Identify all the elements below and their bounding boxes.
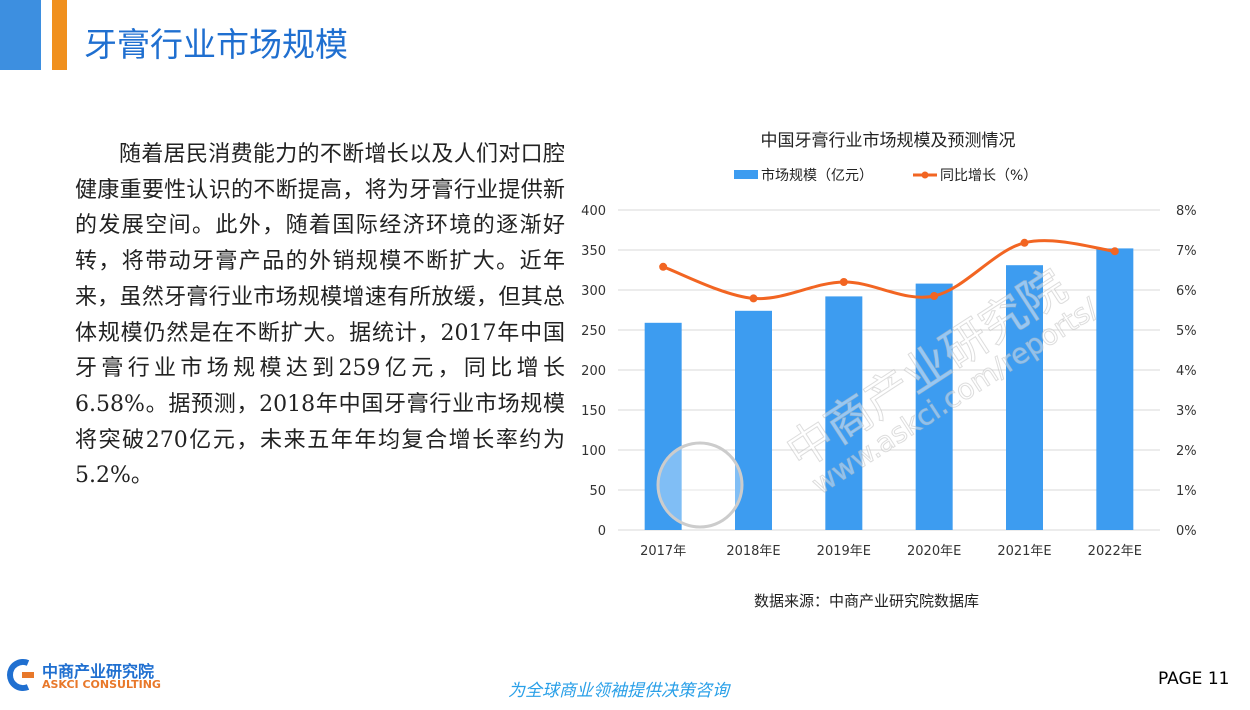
y-right-tick: 8%: [1176, 204, 1197, 219]
growth-point: [749, 294, 758, 303]
y-right-tick: 1%: [1176, 484, 1197, 499]
legend-bar-swatch: [734, 170, 758, 179]
body-paragraph: 随着居民消费能力的不断增长以及人们对口腔健康重要性认识的不断提高，将为牙膏行业提…: [75, 142, 565, 489]
data-source: 数据来源：中商产业研究院数据库: [754, 592, 980, 610]
growth-point: [1110, 247, 1119, 256]
x-tick: 2021年E: [997, 544, 1051, 559]
logo-en: ASKCI CONSULTING: [42, 678, 161, 691]
legend-line-marker: [921, 171, 929, 179]
bar: [825, 296, 863, 530]
slogan: 为全球商业领袖提供决策咨询: [508, 681, 729, 701]
y-right-tick: 3%: [1176, 404, 1197, 419]
y-left-tick: 0: [598, 524, 606, 539]
growth-point: [930, 292, 939, 300]
growth-point: [839, 278, 848, 286]
y-left-tick: 150: [581, 404, 606, 419]
y-left-tick: 200: [581, 364, 606, 379]
header-blue-block: [0, 0, 41, 70]
y-right-tick: 4%: [1176, 364, 1197, 379]
logo-icon: [7, 659, 34, 691]
x-tick: 2017年: [640, 544, 686, 559]
y-left-tick: 300: [581, 284, 606, 299]
bar: [915, 283, 953, 530]
x-tick: 2020年E: [907, 544, 961, 559]
growth-point: [1020, 238, 1029, 247]
y-left-tick: 250: [581, 324, 606, 339]
header-orange-bar: [52, 0, 67, 70]
growth-point: [659, 262, 668, 271]
y-left-tick: 100: [581, 444, 606, 459]
y-left-tick: 400: [581, 204, 606, 219]
y-right-tick: 5%: [1176, 324, 1197, 339]
legend-line-label: 同比增长（%）: [940, 168, 1037, 184]
x-tick: 2019年E: [817, 544, 871, 559]
x-tick: 2018年E: [726, 544, 780, 559]
logo-cn: 中商产业研究院: [42, 662, 155, 681]
bar: [1006, 265, 1043, 530]
page-title: 牙膏行业市场规模: [84, 25, 348, 64]
bar: [1096, 248, 1134, 530]
y-left-tick: 50: [589, 484, 606, 499]
y-right-tick: 6%: [1176, 284, 1197, 299]
growth-line: [662, 239, 1116, 301]
y-right-tick: 7%: [1176, 244, 1197, 259]
watermark-logo: [656, 441, 744, 529]
x-tick: 2022年E: [1088, 544, 1142, 559]
y-left-tick: 350: [581, 244, 606, 259]
chart-title: 中国牙膏行业市场规模及预测情况: [761, 130, 1016, 151]
askci-logo: 中商产业研究院 ASKCI CONSULTING: [6, 658, 161, 696]
legend-bar-label: 市场规模（亿元）: [761, 167, 873, 184]
page-number: PAGE 11: [1158, 669, 1230, 689]
bar: [644, 322, 682, 530]
y-right-tick: 2%: [1176, 444, 1197, 459]
y-right-tick: 0%: [1176, 524, 1197, 539]
